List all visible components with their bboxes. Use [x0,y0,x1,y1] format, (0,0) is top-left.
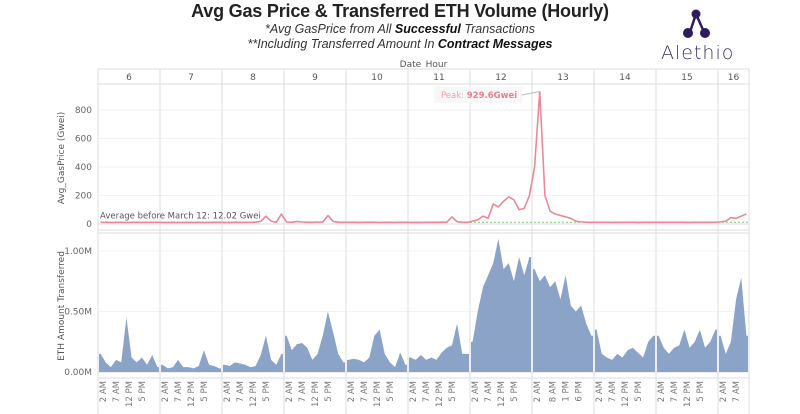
eth-area-day-6 [99,317,159,372]
hour-tick-label: 1 PM [562,381,572,402]
eth-area-day-7 [161,350,221,372]
hour-tick-label: 5 PM [200,381,210,402]
average-reference-label: Average before March 12: 12.02 Gwei [100,211,261,221]
hour-tick-label: 7 AM [484,381,494,402]
day-label: 9 [312,73,318,83]
hour-tick-label: 2 AM [285,381,295,402]
hour-tick-label: 2 AM [471,381,481,402]
subtitle-text: *Avg GasPrice from All [264,22,395,36]
y-axis-title-gas: Avg_GasPrice (Gwei) [57,112,67,205]
eth-area-day-8 [223,335,283,372]
peak-prefix: Peak: [441,91,467,101]
hour-tick-label: 5 PM [634,381,644,402]
alethio-logo-icon [683,9,710,38]
hour-tick-label: 12 PM [435,381,445,407]
hour-tick-label: 7 AM [360,381,370,402]
y-tick-label: 400 [75,163,92,173]
y-tick-label: 600 [75,135,92,145]
subtitle-text: Transactions [460,22,536,36]
hour-tick-label: 7 AM [608,381,618,402]
hour-tick-label: 2 AM [657,381,667,402]
hour-tick-label: 2 AM [99,381,109,402]
day-label: 12 [495,73,506,83]
peak-value: 929.6Gwei [467,91,517,101]
y-axis-title-eth: ETH Amount Transferred [57,251,67,361]
hour-tick-label: 2 AM [223,381,233,402]
eth-area-day-15 [657,329,717,372]
day-label: 11 [433,73,444,83]
hour-tick-label: 7 AM [112,381,122,402]
y-tick-label: 200 [75,192,92,202]
hour-tick-label: 6 PM [575,381,585,402]
eth-area-day-9 [285,311,345,372]
hour-tick-label: 12 PM [621,381,631,407]
y-tick-label: 0 [86,220,92,230]
eth-area-day-16 [719,277,748,372]
hour-tick-label: 8 AM [549,381,559,402]
hour-tick-label: 2 AM [347,381,357,402]
hour-tick-label: 2 AM [595,381,605,402]
hour-tick-label: 7 AM [422,381,432,402]
peak-annotation-text: Peak: 929.6Gwei [441,91,517,101]
hour-tick-label: 12 PM [311,381,321,407]
day-label: 6 [126,73,132,83]
y-tick-label: 800 [75,106,92,116]
hour-tick-label: 12 PM [187,381,197,407]
hour-tick-label: 12 PM [497,381,507,407]
subtitle-bold: Successful [394,22,461,36]
day-label: 7 [188,73,194,83]
day-label: 13 [557,73,568,83]
hour-tick-label: 2 AM [409,381,419,402]
eth-area-day-12 [471,238,531,372]
hour-tick-label: 7 AM [670,381,680,402]
eth-area-day-11 [409,323,469,372]
chart-title: Avg Gas Price & Transferred ETH Volume (… [191,1,609,21]
peak-annotation: Peak: 929.6Gwei [434,87,540,103]
y-tick-label: 0.50M [64,308,92,318]
gas-price-line [100,90,747,224]
hour-tick-label: 5 PM [262,381,272,402]
eth-area-day-13 [533,269,593,372]
hour-tick-label: 5 PM [510,381,520,402]
day-label: 15 [681,73,692,83]
hour-tick-label: 5 PM [324,381,334,402]
logo-text: Alethio [661,42,735,64]
hour-tick-label: 12 PM [373,381,383,407]
y-tick-label: 0.00M [64,368,92,378]
subtitle-bold: Contract Messages [437,37,553,51]
hour-tick-label: 5 PM [138,381,148,402]
subtitle-eth: **Including Transferred Amount In Contra… [0,37,800,51]
hour-tick-label: 12 PM [249,381,259,407]
day-label: 10 [371,73,383,83]
subtitle-gas: *Avg GasPrice from All Successful Transa… [0,22,800,36]
hour-tick-label: 12 PM [683,381,693,407]
day-label: 8 [250,73,256,83]
eth-area-day-14 [595,329,655,372]
day-label: 16 [728,73,740,83]
x-axis-title: Date_Hour [400,60,448,70]
hour-tick-label: 7 AM [174,381,184,402]
hour-tick-label: 2 AM [719,381,729,402]
hour-tick-label: 5 PM [386,381,396,402]
hour-tick-label: 12 PM [125,381,135,407]
peak-annotation-leader [521,91,540,96]
hour-tick-label: 2 AM [161,381,171,402]
hour-tick-label: 5 PM [696,381,706,402]
y-tick-label: 1.00M [64,247,92,257]
hour-tick-label: 5 PM [448,381,458,402]
hour-tick-label: 2 AM [533,381,543,402]
day-label: 14 [619,73,631,83]
eth-area-day-10 [347,329,407,372]
subtitle-text: **Including Transferred Amount In [247,37,438,51]
hour-tick-label: 7 AM [236,381,246,402]
hour-tick-label: 7 AM [732,381,742,402]
peak-annotation-box [434,87,522,103]
hour-tick-label: 7 AM [298,381,308,402]
